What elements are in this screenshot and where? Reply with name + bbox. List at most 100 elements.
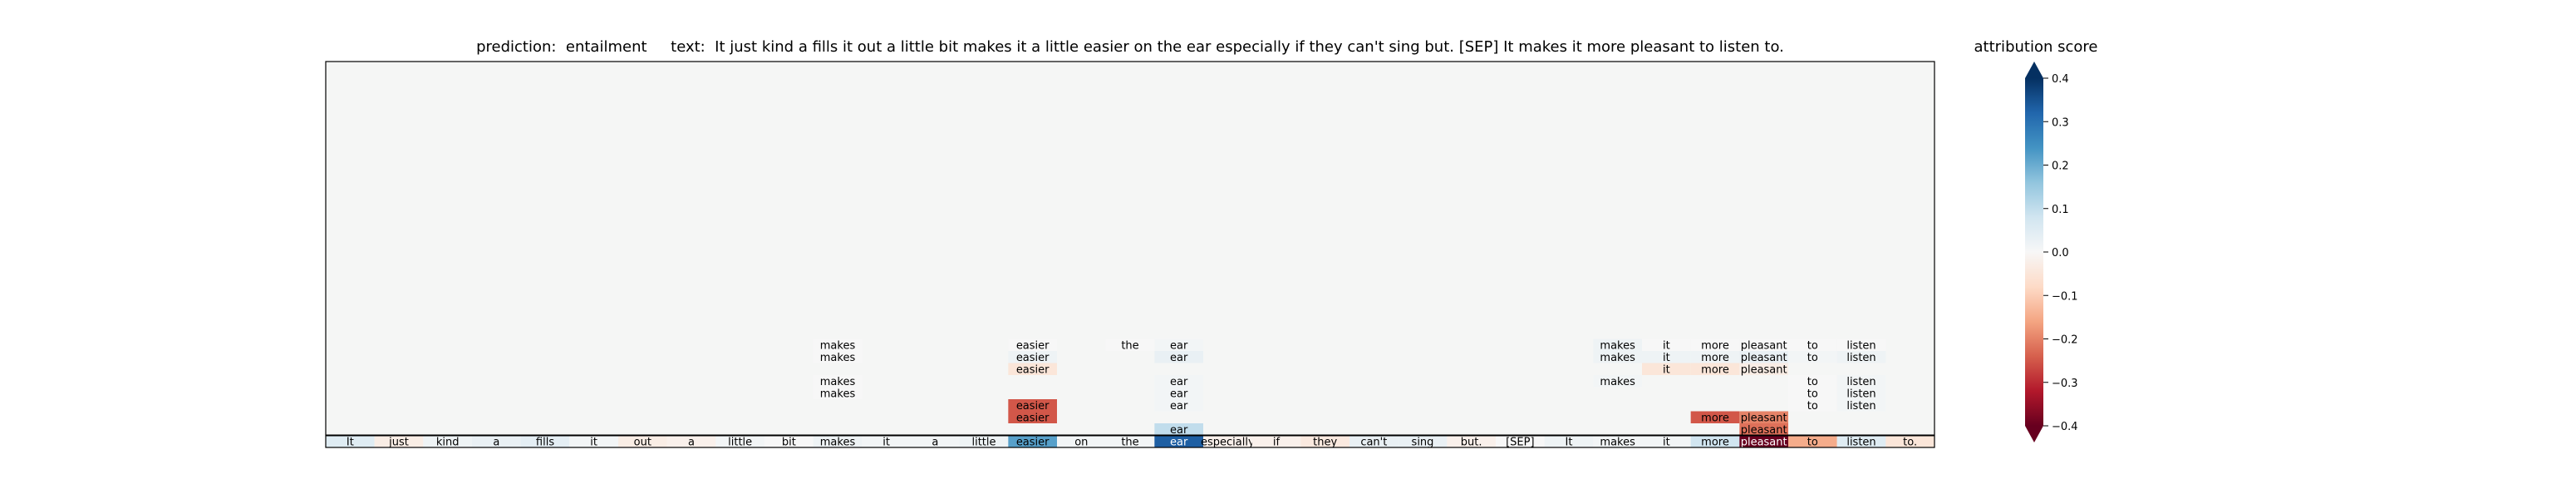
heatmap-cell-15-label: ear [1170, 424, 1188, 437]
heatmap-cell-11-label: ear [1170, 352, 1188, 364]
heatmap-cell-14-fill [1154, 399, 1203, 412]
base-token-cell-0-label: It [347, 436, 354, 448]
base-token-cell-13-fill [959, 435, 1009, 447]
base-token-cell-4-label: fills [536, 436, 554, 448]
heatmap-cell-29-fill [1739, 411, 1788, 423]
base-token-cell-18-label: especially [1201, 436, 1255, 448]
heatmap-cell-30: pleasant [1739, 423, 1788, 437]
heatmap-cell-7-fill [1008, 399, 1057, 412]
base-token-cell-11-fill [862, 435, 911, 447]
heatmap-cell-17-fill [1593, 351, 1642, 363]
base-token-cell-19-fill [1251, 435, 1301, 447]
base-token-cell-32: to. [1885, 435, 1934, 448]
heatmap-cell-16-fill [1593, 338, 1642, 351]
plot-area: makesmakesmakesmakeseasiereasiereasierea… [325, 61, 1935, 448]
heatmap-cell-37-label: listen [1846, 352, 1875, 364]
base-token-cell-12-fill [911, 435, 960, 447]
base-token-cell-15: on [1057, 435, 1106, 448]
heatmap-cell-1-label: makes [820, 352, 856, 364]
base-token-cell-3-label: a [493, 436, 499, 448]
base-token-cell-3: a [472, 435, 521, 448]
heatmap-cell-33: to [1788, 375, 1837, 388]
base-token-cell-21-fill [1349, 435, 1399, 447]
base-token-cell-6: out [618, 435, 667, 448]
base-token-cell-31-label: listen [1846, 436, 1875, 448]
heatmap-cell-35-fill [1788, 399, 1837, 412]
heatmap-cell-3-fill [813, 387, 863, 399]
colorbar-tick-label-7: −0.3 [2052, 378, 2078, 390]
heatmap-cell-27-fill [1739, 351, 1788, 363]
heatmap-cell-22: more [1690, 338, 1740, 352]
base-token-cell-9-fill [764, 435, 814, 447]
base-token-cell-22-label: sing [1412, 436, 1434, 448]
heatmap-cell-0-fill [813, 338, 863, 351]
base-token-cell-7-label: a [688, 436, 695, 448]
base-token-cell-31-fill [1836, 435, 1886, 447]
colorbar-extend-top [2025, 62, 2043, 78]
base-token-cell-9: bit [764, 435, 814, 448]
heatmap-cell-13: ear [1154, 387, 1203, 400]
base-token-cell-0: It [326, 435, 375, 448]
heatmap-cell-32-label: to [1807, 352, 1818, 364]
heatmap-cell-13-label: ear [1170, 388, 1188, 400]
heatmap-cell-21: it [1642, 363, 1691, 376]
heatmap-cell-14: ear [1154, 399, 1203, 413]
base-token-cell-7: a [666, 435, 716, 448]
heatmap-cell-1-fill [813, 351, 863, 363]
base-token-cell-26: makes [1593, 435, 1642, 448]
heatmap-cell-23: more [1690, 351, 1740, 364]
heatmap-cell-36-fill [1836, 338, 1886, 351]
base-token-cell-32-label: to. [1903, 436, 1917, 448]
heatmap-cell-13-fill [1154, 387, 1203, 399]
base-token-cell-14-label: easier [1016, 436, 1050, 448]
heatmap-cell-3: makes [813, 387, 863, 400]
heatmap-cell-26: pleasant [1739, 338, 1788, 352]
heatmap-cell-16: makes [1593, 338, 1642, 352]
base-token-cell-25-label: It [1566, 436, 1573, 448]
heatmap-cell-0: makes [813, 338, 863, 352]
base-token-cell-4-fill [520, 435, 570, 447]
heatmap-cell-35: to [1788, 399, 1837, 413]
base-token-cell-26-fill [1593, 435, 1642, 447]
base-token-cell-13-label: little [971, 436, 995, 448]
base-token-cell-16-fill [1105, 435, 1155, 447]
heatmap-cell-25: more [1690, 411, 1740, 424]
base-token-cell-16: the [1105, 435, 1155, 448]
base-token-cell-23-fill [1447, 435, 1496, 447]
base-token-cell-12-label: a [932, 436, 938, 448]
base-token-cell-3-fill [472, 435, 521, 447]
heatmap-cell-4: easier [1008, 338, 1057, 352]
heatmap-cell-30-fill [1739, 423, 1788, 436]
base-token-cell-24-label: [SEP] [1506, 436, 1534, 448]
base-token-cell-27-label: it [1663, 436, 1670, 448]
heatmap-cell-2-label: makes [820, 376, 856, 388]
base-token-cell-30-label: to [1807, 436, 1818, 448]
heatmap-cell-6-label: easier [1016, 363, 1050, 376]
heatmap-cell-24-fill [1690, 363, 1740, 375]
colorbar-tick-label-3: 0.1 [2052, 204, 2069, 216]
heatmap-cell-19-fill [1642, 338, 1691, 351]
base-token-cell-27-fill [1642, 435, 1691, 447]
base-token-cell-25: It [1544, 435, 1594, 448]
heatmap-cell-20-label: it [1663, 352, 1670, 364]
base-token-cell-2-label: kind [436, 436, 460, 448]
heatmap-cell-12-fill [1154, 375, 1203, 388]
heatmap-cell-39-fill [1836, 387, 1886, 399]
base-token-cell-17-label: ear [1170, 436, 1188, 448]
heatmap-cell-24: more [1690, 363, 1740, 376]
heatmap-cell-34-fill [1788, 387, 1837, 399]
base-token-cell-2-fill [423, 435, 472, 447]
base-token-cell-9-label: bit [782, 436, 796, 448]
base-token-cell-14: easier [1008, 435, 1057, 448]
heatmap-cell-16-label: makes [1600, 339, 1635, 352]
heatmap-cell-36-label: listen [1846, 339, 1875, 352]
heatmap-cell-29: pleasant [1739, 411, 1788, 424]
heatmap-cell-7: easier [1008, 399, 1057, 413]
heatmap-cell-25-fill [1690, 411, 1740, 423]
heatmap-cell-27-label: pleasant [1741, 352, 1787, 364]
heatmap-cell-31-label: to [1807, 339, 1818, 352]
base-token-cell-19-label: if [1273, 436, 1281, 448]
base-token-cell-27: it [1642, 435, 1691, 448]
heatmap-cell-15: ear [1154, 423, 1203, 437]
